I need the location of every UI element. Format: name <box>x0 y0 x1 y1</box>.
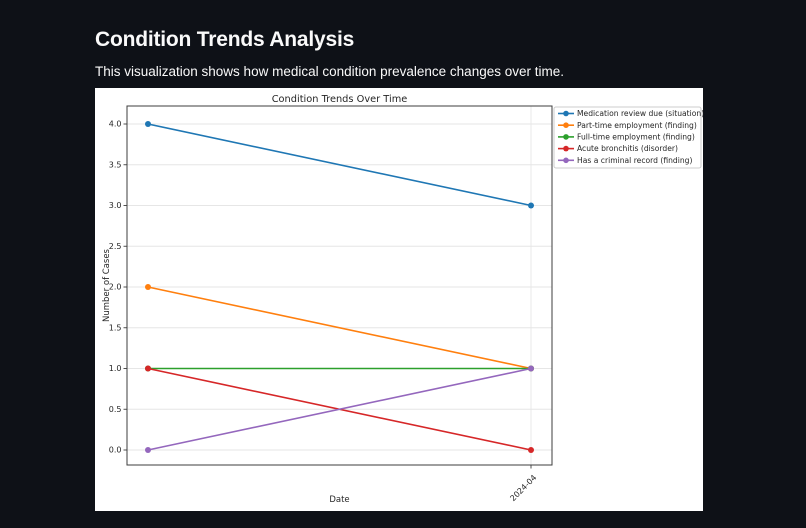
legend-marker-4 <box>563 157 569 164</box>
legend-label-4: Has a criminal record (finding) <box>577 156 692 165</box>
y-tick-label-2.5: 2.5 <box>109 242 122 251</box>
y-tick-label-0.5: 0.5 <box>109 405 122 414</box>
legend-label-3: Acute bronchitis (disorder) <box>577 144 678 153</box>
x-tick-label: 2024-04 <box>508 473 538 503</box>
chart-title: Condition Trends Over Time <box>272 94 408 105</box>
legend-label-1: Part-time employment (finding) <box>577 121 697 130</box>
series-marker-0-0 <box>145 121 151 127</box>
series-line-4 <box>147 367 532 451</box>
series-marker-4-0 <box>145 447 151 453</box>
y-tick-label-4.0: 4.0 <box>109 120 122 129</box>
x-axis-label: Date <box>329 495 349 505</box>
page-subtitle: This visualization shows how medical con… <box>95 64 564 79</box>
y-tick-label-1.5: 1.5 <box>109 323 122 332</box>
series-marker-3-1 <box>528 447 534 453</box>
legend-label-2: Full-time employment (finding) <box>577 133 695 142</box>
y-tick-label-3.0: 3.0 <box>109 201 122 210</box>
y-axis-label: Number of Cases <box>102 248 112 322</box>
plot-border <box>126 105 553 466</box>
legend-label-0: Medication review due (situation) <box>577 109 703 118</box>
chart-figure: 0.0 0.5 1.0 1.5 2.0 2.5 3.0 3.5 4.0 2024-04 Condit… <box>95 88 703 511</box>
condition-trends-chart: 0.0 0.5 1.0 1.5 2.0 2.5 3.0 3.5 4.0 2024-04 Condit… <box>102 94 703 505</box>
series-marker-1-0 <box>145 284 151 290</box>
y-tick-label-3.5: 3.5 <box>109 160 122 169</box>
series-line-0 <box>147 123 532 207</box>
legend-marker-0 <box>563 110 569 117</box>
y-tick-label-0.0: 0.0 <box>109 446 122 455</box>
legend-marker-2 <box>563 134 569 140</box>
legend-marker-1 <box>563 122 569 128</box>
series-marker-3-0 <box>145 365 151 372</box>
series-line-1 <box>147 286 532 370</box>
series-marker-4-1 <box>528 365 534 372</box>
y-tick-label-1.0: 1.0 <box>109 364 122 373</box>
legend-box <box>553 106 702 169</box>
legend-marker-3 <box>563 145 569 152</box>
y-tick-label-2.0: 2.0 <box>109 283 122 292</box>
series-marker-0-1 <box>528 202 534 209</box>
page-title: Condition Trends Analysis <box>95 28 355 51</box>
